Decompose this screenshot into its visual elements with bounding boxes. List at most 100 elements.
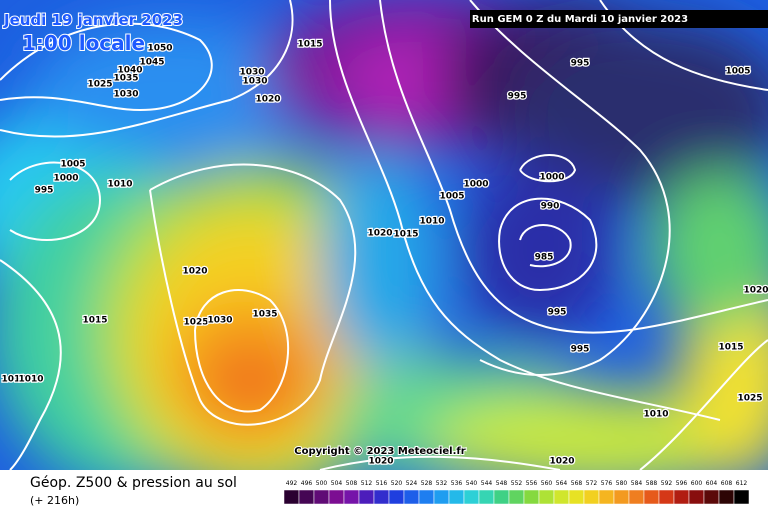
colorbar-swatch [373,489,390,505]
isobar-label: 1020 [182,267,207,277]
colorbar-label: 548 [496,480,508,487]
colorbar-swatch [658,489,675,505]
footer-lead: (+ 216h) [30,494,79,507]
colorbar-swatch [358,489,375,505]
colorbar-swatch [583,489,600,505]
colorbar-swatch [718,489,735,505]
colorbar-label: 552 [511,480,523,487]
colorbar-swatch [313,489,330,505]
isobar-label: 1020 [743,286,768,296]
isobar-label: 1020 [549,457,574,467]
colorbar-swatch [508,489,525,505]
colorbar-label: 520 [391,480,403,487]
colorbar-swatch [703,489,720,505]
isobar-label: 1025 [183,318,208,328]
colorbar-swatch [598,489,615,505]
isobar-label: 1035 [113,74,138,84]
colorbar-swatch [403,489,420,505]
colorbar-swatch [418,489,435,505]
colorbar-swatch [388,489,405,505]
colorbar-swatch [538,489,555,505]
colorbar-label: 504 [331,480,343,487]
colorbar-label: 536 [451,480,463,487]
colorbar-label: 588 [646,480,658,487]
colorbar-label: 612 [736,480,748,487]
footer-title: Géop. Z500 & pression au sol [30,475,237,491]
isobar-label: 1025 [87,80,112,90]
colorbar-label: 500 [316,480,328,487]
isobar-label: 995 [35,186,54,196]
colorbar-label: 608 [721,480,733,487]
isobar-label: 1020 [255,95,280,105]
colorbar-label: 532 [436,480,448,487]
colorbar-label: 580 [616,480,628,487]
colorbar-label: 544 [481,480,493,487]
isobar-label: 1015 [393,230,418,240]
isobar-label: 1015 [297,40,322,50]
colorbar-label: 556 [526,480,538,487]
isobar-label: 1020 [367,229,392,239]
date-label: Jeudi 19 janvier 2023 [3,11,183,29]
run-label: Run GEM 0 Z du Mardi 10 janvier 2023 [472,14,688,25]
isobar-label: 990 [541,202,560,212]
isobar-label: 1030 [242,77,267,87]
colorbar-swatch [343,489,360,505]
colorbar-swatch [298,489,315,505]
colorbar-swatch [478,489,495,505]
colorbar-label: 540 [466,480,478,487]
isobar-label: 1000 [539,173,564,183]
isobar-label: 1010 [419,217,444,227]
colorbar: 492 496 500 504 508 512 516 520 524 528 532 536 540 5… [283,480,750,505]
copyright: Copyright © 2023 Meteociel.fr [294,446,465,457]
isobar-label: 1005 [725,67,750,77]
colorbar-label: 576 [601,480,613,487]
colorbar-label: 568 [571,480,583,487]
isobar-label: 1025 [737,394,762,404]
isobar-label: 1010 [18,375,43,385]
colorbar-swatch [283,489,300,505]
colorbar-swatch [493,489,510,505]
isobar-label: 995 [571,345,590,355]
colorbar-label: 592 [661,480,673,487]
isobar-label: 1010 [1,375,26,385]
colorbar-swatch [433,489,450,505]
isobar-label: 995 [548,308,567,318]
colorbar-label: 508 [346,480,358,487]
colorbar-swatch [463,489,480,505]
colorbar-label: 492 [286,480,298,487]
colorbar-swatch [568,489,585,505]
colorbar-swatch [673,489,690,505]
colorbar-swatch [628,489,645,505]
colorbar-swatch [688,489,705,505]
isobar-label: 1015 [82,316,107,326]
isobar-label: 995 [508,92,527,102]
isobar-label: 1020 [368,457,393,467]
colorbar-label: 600 [691,480,703,487]
colorbar-label: 560 [541,480,553,487]
isobar-label: 1005 [439,192,464,202]
colorbar-label: 572 [586,480,598,487]
isobar-label: 995 [571,59,590,69]
colorbar-swatch [523,489,540,505]
colorbar-label: 584 [631,480,643,487]
isobar-label: 1030 [239,68,264,78]
colorbar-swatch [448,489,465,505]
isobar-label: 1030 [207,316,232,326]
isobar-label: 1015 [718,343,743,353]
run-banner [470,10,768,28]
isobar-label: 985 [535,253,554,263]
field: 1050104510401035102510301015103010301020… [0,0,768,470]
isobar-label: 1030 [113,90,138,100]
colorbar-swatch [733,489,750,505]
isobar-label: 1010 [643,410,668,420]
isobar-label: 1005 [60,160,85,170]
colorbar-swatch [328,489,345,505]
colorbar-label: 496 [301,480,313,487]
colorbar-label: 528 [421,480,433,487]
isobar-label: 1000 [463,180,488,190]
colorbar-label: 596 [676,480,688,487]
colorbar-label: 516 [376,480,388,487]
isobar-label: 1045 [139,58,164,68]
colorbar-label: 564 [556,480,568,487]
